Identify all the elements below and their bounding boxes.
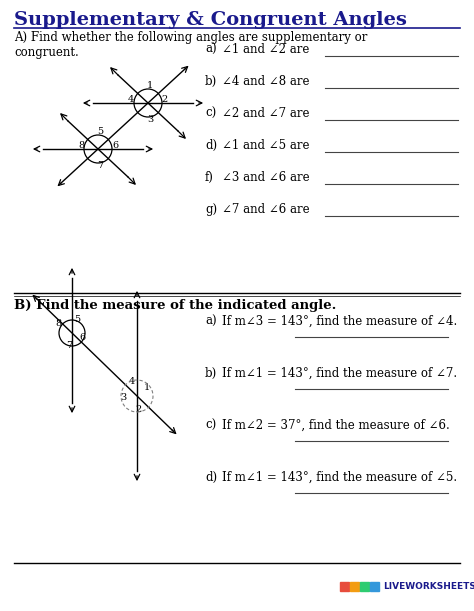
Text: f): f) xyxy=(205,171,214,184)
Text: If m∠1 = 143°, find the measure of ∠5.: If m∠1 = 143°, find the measure of ∠5. xyxy=(222,471,457,484)
Text: 3: 3 xyxy=(147,114,153,123)
Text: 6: 6 xyxy=(79,332,85,342)
Text: 6: 6 xyxy=(112,142,118,150)
Text: c): c) xyxy=(205,107,216,120)
Text: 2: 2 xyxy=(162,95,168,104)
Text: If m∠1 = 143°, find the measure of ∠7.: If m∠1 = 143°, find the measure of ∠7. xyxy=(222,367,457,380)
Text: d): d) xyxy=(205,139,217,152)
Text: b): b) xyxy=(205,75,217,88)
Text: 7: 7 xyxy=(66,340,72,349)
Text: LIVEWORKSHEETS: LIVEWORKSHEETS xyxy=(383,582,474,591)
Text: ∠1 and ∠5 are: ∠1 and ∠5 are xyxy=(222,139,310,152)
Bar xyxy=(350,582,359,591)
Text: 8: 8 xyxy=(55,318,61,327)
Bar xyxy=(370,582,379,591)
Text: 4: 4 xyxy=(128,95,134,104)
Text: a): a) xyxy=(205,43,217,56)
Text: ∠1 and ∠2 are: ∠1 and ∠2 are xyxy=(222,43,310,56)
Text: a): a) xyxy=(205,315,217,328)
Text: If m∠3 = 143°, find the measure of ∠4.: If m∠3 = 143°, find the measure of ∠4. xyxy=(222,315,457,328)
Text: 4: 4 xyxy=(129,378,135,387)
Text: ∠3 and ∠6 are: ∠3 and ∠6 are xyxy=(222,171,310,184)
Text: b): b) xyxy=(205,367,217,380)
Text: B) Find the measure of the indicated angle.: B) Find the measure of the indicated ang… xyxy=(14,299,337,312)
Text: A) Find whether the following angles are supplementary or
congruent.: A) Find whether the following angles are… xyxy=(14,31,367,59)
Text: 2: 2 xyxy=(136,406,142,414)
Bar xyxy=(340,582,349,591)
Text: If m∠2 = 37°, find the measure of ∠6.: If m∠2 = 37°, find the measure of ∠6. xyxy=(222,419,450,432)
Text: 1: 1 xyxy=(147,81,153,90)
Bar xyxy=(360,582,369,591)
Text: Supplementary & Congruent Angles: Supplementary & Congruent Angles xyxy=(14,11,407,29)
Text: 7: 7 xyxy=(97,161,103,169)
Text: ∠4 and ∠8 are: ∠4 and ∠8 are xyxy=(222,75,310,88)
Text: 3: 3 xyxy=(120,393,126,403)
Text: g): g) xyxy=(205,203,217,216)
Text: 8: 8 xyxy=(78,142,84,150)
Text: 1: 1 xyxy=(144,384,150,392)
Text: d): d) xyxy=(205,471,217,484)
Text: 5: 5 xyxy=(74,315,80,323)
Text: 5: 5 xyxy=(97,128,103,136)
Text: c): c) xyxy=(205,419,216,432)
Text: ∠7 and ∠6 are: ∠7 and ∠6 are xyxy=(222,203,310,216)
Text: ∠2 and ∠7 are: ∠2 and ∠7 are xyxy=(222,107,310,120)
